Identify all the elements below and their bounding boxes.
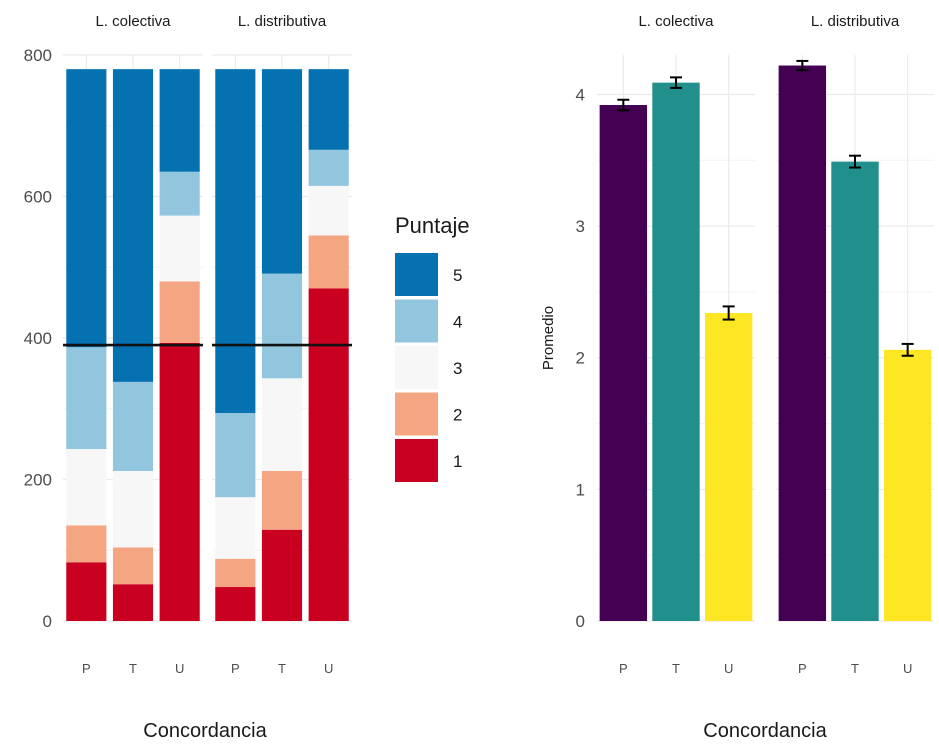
y-tick-label: 1 [576,480,585,499]
y-tick-label: 600 [24,188,52,207]
legend: Puntaje 5 4 3 2 1 [395,213,470,482]
y-tick-label: 2 [576,349,585,368]
stacked-bar-segment-P-score-2 [66,525,107,563]
x-tick-label: U [324,661,333,676]
y-tick-label: 3 [576,217,585,236]
stacked-bar-segment-P-score-4 [66,347,107,450]
stacked-bar-segment-P-score-3 [66,449,107,526]
x-tick-label: P [798,661,807,676]
legend-key-5 [395,253,438,296]
panel-1: L. colectiva P T U [63,13,203,676]
stacked-bar-segment-U-score-3 [308,185,349,236]
legend-key-3 [395,346,438,389]
x-tick-label: U [724,661,733,676]
y-axis-title: Promedio [540,306,557,370]
stacked-bar-segment-U-score-2 [159,281,200,343]
stacked-bar-segment-T-score-5 [112,69,154,382]
stacked-bar-segment-P-score-4 [215,412,256,498]
x-tick-label: T [851,661,859,676]
legend-label: 5 [453,266,462,285]
stacked-bar-segment-P-score-1 [66,562,107,621]
stacked-bar-segment-U-score-4 [308,149,349,186]
mean-bar-P [778,65,827,622]
error-bar-P [617,98,630,112]
y-tick-label: 200 [24,471,52,490]
facet-label: L. colectiva [638,13,714,30]
stacked-bar-segment-T-score-1 [261,529,303,621]
legend-label: 3 [453,359,462,378]
legend-title: Puntaje [395,213,470,238]
legend-label: 4 [453,313,462,332]
error-bar-U [901,342,914,357]
stacked-bar-segment-P-score-3 [215,497,256,559]
legend-label: 1 [453,452,462,471]
panel-2: L. distributiva P T U [776,13,934,676]
stacked-bar-segment-T-score-2 [112,547,154,585]
y-tick-label: 0 [576,612,585,631]
legend-key-1 [395,439,438,482]
stacked-bar-segment-P-score-1 [215,587,256,621]
mean-bar-T [652,82,700,622]
y-tick-label: 400 [24,329,52,348]
panel-1: L. colectiva P T U [597,13,755,676]
legend-key-2 [395,392,438,436]
x-tick-label: U [175,661,184,676]
x-axis-title: Concordancia [143,720,267,741]
panel-2: L. distributiva P T U [212,13,352,676]
mean-bar-P [599,105,648,621]
stacked-bar-segment-P-score-5 [215,69,256,413]
error-bar-U [722,305,735,321]
stacked-bar-segment-U-score-1 [308,288,349,621]
stacked-bar-segment-P-score-5 [66,69,107,348]
stacked-bar-segment-T-score-5 [261,69,303,274]
facet-label: L. distributiva [811,13,900,30]
stacked-bar-segment-U-score-5 [159,69,200,172]
facet-label: L. colectiva [95,13,171,30]
y-tick-label: 800 [24,46,52,65]
mean-bar-U [883,349,932,621]
stacked-bar-segment-U-score-2 [308,235,349,289]
legend-key-4 [395,299,438,343]
x-tick-label: P [82,661,91,676]
stacked-bar-segment-T-score-2 [261,471,303,530]
x-tick-label: P [619,661,628,676]
y-tick-label: 0 [43,612,52,631]
stacked-bar-segment-U-score-3 [159,215,200,282]
stacked-bar-segment-T-score-4 [261,273,303,379]
y-tick-label: 4 [576,85,585,104]
x-axis-title: Concordancia [703,720,827,741]
stacked-bar-segment-U-score-4 [159,171,200,216]
facet-label: L. distributiva [238,13,327,30]
mean-bar-T [831,161,879,622]
stacked-bar-segment-T-score-4 [112,381,154,472]
x-tick-label: T [129,661,137,676]
error-bar-T [670,76,682,89]
stacked-bar-segment-U-score-1 [159,342,200,621]
x-tick-label: T [672,661,680,676]
error-bar-T [849,154,861,169]
x-tick-label: U [903,661,912,676]
stacked-count-chart: L. colectiva P T U L. distributiva P T U 0 200 400… [24,13,352,742]
stacked-bar-segment-T-score-3 [112,471,154,548]
stacked-bar-segment-P-score-2 [215,558,256,588]
error-bar-P [796,59,809,72]
x-tick-label: P [231,661,240,676]
stacked-bar-segment-T-score-1 [112,584,154,621]
x-tick-label: T [278,661,286,676]
legend-label: 2 [453,406,462,425]
mean-bar-U [704,312,753,621]
mean-score-chart: L. colectiva P T U L. distributiva P T U 0 1 2 3 4 Pr… [540,13,934,742]
stacked-bar-segment-U-score-5 [308,69,349,150]
stacked-bar-segment-T-score-3 [261,378,303,472]
